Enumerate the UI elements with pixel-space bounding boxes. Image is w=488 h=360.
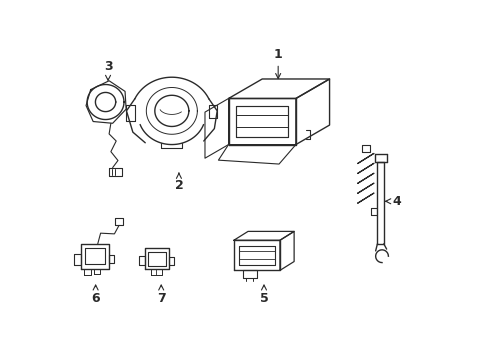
Text: 7: 7 bbox=[157, 285, 165, 305]
Text: 5: 5 bbox=[259, 285, 268, 305]
Text: 3: 3 bbox=[103, 60, 112, 80]
Text: 1: 1 bbox=[273, 48, 282, 78]
Text: 6: 6 bbox=[91, 285, 100, 305]
Text: 4: 4 bbox=[385, 195, 401, 208]
Text: 2: 2 bbox=[174, 173, 183, 192]
